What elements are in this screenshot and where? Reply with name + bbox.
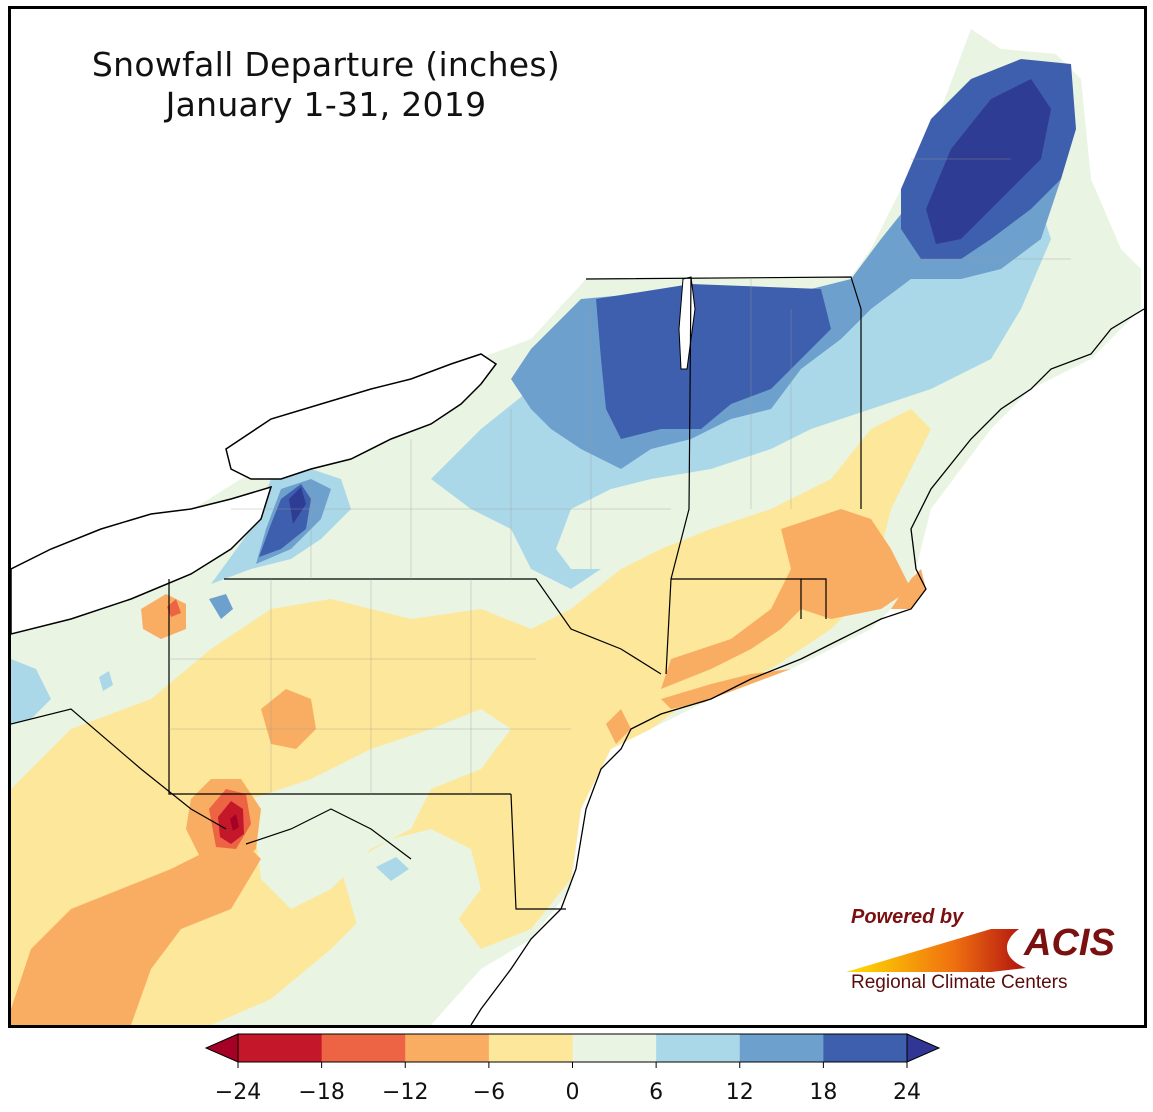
zone-minus12-6-ma bbox=[661, 509, 911, 689]
zone-minus12-6-sw bbox=[11, 839, 261, 1025]
lake-erie bbox=[11, 485, 273, 635]
colorbar-bin bbox=[572, 1034, 657, 1062]
zone-6-12-ohio bbox=[11, 659, 51, 724]
colorbar-bin bbox=[823, 1034, 908, 1062]
zone-6-12-md bbox=[376, 857, 409, 881]
colorbar-tick-label: −18 bbox=[298, 1080, 345, 1105]
cape-cod bbox=[891, 569, 926, 609]
colorbar-bin bbox=[238, 1034, 323, 1062]
colorbar-bin bbox=[321, 1034, 406, 1062]
county-lines bbox=[169, 158, 1071, 794]
zone-under-wv bbox=[230, 814, 239, 831]
coastline bbox=[470, 308, 1144, 1025]
snowfall-departure-map bbox=[11, 29, 1144, 1025]
colorbar bbox=[204, 1033, 941, 1068]
colorbar-bin bbox=[739, 1034, 824, 1062]
zone-6-12-small bbox=[99, 671, 113, 691]
colorbar-tick-label: −24 bbox=[214, 1080, 262, 1105]
zone-over-erie bbox=[289, 487, 306, 524]
colorbar-under-arrow bbox=[204, 1033, 239, 1063]
logo-subtitle: Regional Climate Centers bbox=[851, 972, 1068, 993]
zone-0-6-delmarva bbox=[341, 829, 481, 949]
zone-0-6-middle bbox=[251, 709, 511, 909]
colorbar-bin bbox=[405, 1034, 490, 1062]
logo-powered-by: Powered by bbox=[851, 906, 964, 928]
colorbar-bin bbox=[488, 1034, 573, 1062]
colorbar-over-arrow bbox=[906, 1033, 941, 1063]
zone-minus12-6-pa bbox=[261, 689, 316, 749]
zone-minus12-6-li bbox=[661, 669, 791, 709]
zone-minus12-6-nyc bbox=[606, 709, 631, 744]
colorbar-tick-label: 6 bbox=[649, 1080, 664, 1105]
zone-18-24-north bbox=[596, 284, 831, 439]
state-borders bbox=[11, 276, 862, 910]
colorbar-tick-label: 24 bbox=[893, 1080, 921, 1105]
zone-12-18-pa bbox=[209, 594, 233, 619]
colorbar-tick-label: 18 bbox=[809, 1080, 838, 1105]
zone-over-maine bbox=[926, 79, 1051, 244]
colorbar-tick-label: 0 bbox=[565, 1080, 580, 1105]
map-frame: Snowfall Departure (inches) January 1-31… bbox=[8, 6, 1147, 1028]
colorbar-bin bbox=[656, 1034, 741, 1062]
colorbar-tick-label: −6 bbox=[472, 1080, 506, 1105]
atlantic-ocean bbox=[511, 309, 1144, 1025]
colorbar-tick-label: −12 bbox=[382, 1080, 429, 1105]
colorbar-tick-label: 12 bbox=[725, 1080, 754, 1105]
logo-swoosh-icon bbox=[846, 929, 1026, 972]
logo-acis-text: ACIS bbox=[1024, 922, 1115, 964]
zone-minus18-12-erie bbox=[167, 599, 181, 617]
map-subtitle: January 1-31, 2019 bbox=[165, 85, 487, 124]
acis-logo: Powered by ACIS Regional Climate Centers bbox=[831, 904, 1131, 1004]
lake-ontario bbox=[225, 353, 498, 480]
map-title: Snowfall Departure (inches) bbox=[91, 45, 561, 84]
